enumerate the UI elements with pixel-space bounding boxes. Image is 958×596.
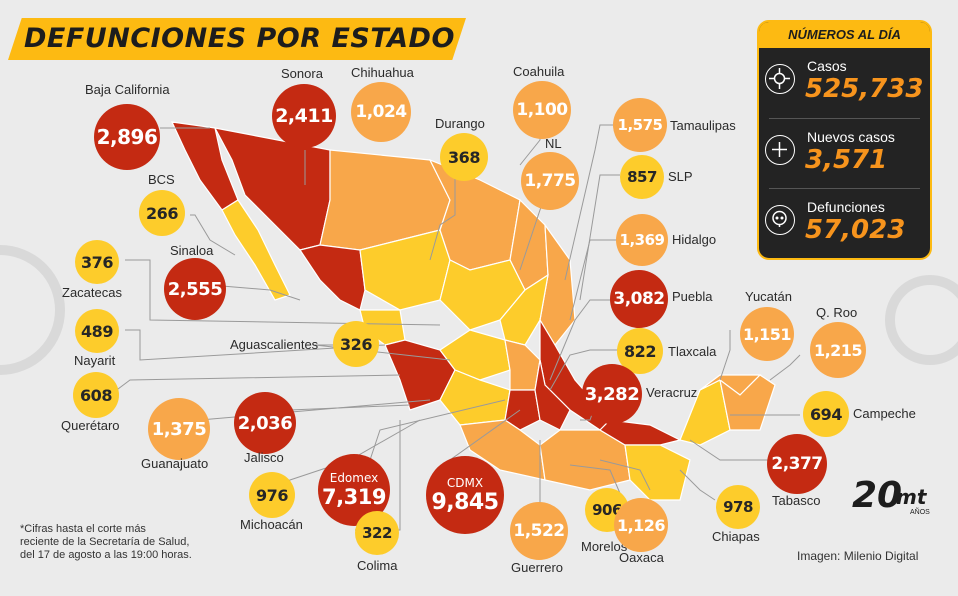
state-label: Sinaloa	[170, 243, 214, 258]
state-bubble: 376	[75, 240, 119, 284]
summary-panel: NÚMEROS AL DÍA Casos 525,733 Nuevos caso…	[757, 20, 932, 260]
cases-label: Casos	[807, 58, 847, 74]
state-label: Zacatecas	[62, 285, 122, 300]
state-label: Guerrero	[511, 560, 564, 575]
state-label: Puebla	[672, 289, 713, 304]
state-label: Guanajuato	[141, 456, 209, 471]
state-bubble: 1,575	[613, 98, 667, 152]
title-banner	[8, 18, 466, 60]
state-bubble: 1,215	[810, 322, 866, 378]
state-label: Tlaxcala	[668, 344, 717, 359]
state-label: Morelos	[581, 539, 628, 554]
footnote-line: del 17 de agosto a las 19:00 horas.	[20, 549, 192, 561]
cases-value: 525,733	[805, 74, 924, 104]
state-label: Hidalgo	[672, 232, 717, 247]
state-label: Veracruz	[646, 385, 698, 400]
state-bubble: 1,151	[740, 307, 794, 361]
virus-watermark	[0, 245, 958, 375]
state-bubble: 608	[73, 372, 119, 418]
state-bubble: 2,377	[767, 434, 827, 494]
new-cases-stat: Nuevos casos 3,571	[759, 123, 930, 185]
state-bubble: 2,896	[94, 104, 160, 170]
virus-icon	[765, 64, 795, 94]
milenio-logo: 20 mt AÑOS	[852, 475, 942, 521]
state-label: Yucatán	[745, 289, 792, 304]
state-label: Chiapas	[712, 529, 760, 544]
footnote-line: reciente de la Secretaría de Salud,	[20, 536, 190, 548]
state-bubble: 326	[333, 321, 379, 367]
logo-brand: mt	[896, 485, 927, 509]
state-bubble: 1,100	[513, 81, 571, 139]
state-label: Sonora	[281, 66, 323, 81]
state-label: BCS	[148, 172, 175, 187]
state-bubble: 1,369	[616, 214, 668, 266]
divider	[769, 188, 920, 189]
state-label: Oaxaca	[619, 550, 664, 565]
state-bubble: 2,411	[272, 84, 336, 148]
state-label: Chihuahua	[351, 65, 414, 80]
logo-number: 20	[852, 475, 903, 516]
footnote: *Cifras hasta el corte más reciente de l…	[20, 523, 192, 562]
state-bubble: 857	[620, 155, 664, 199]
state-label: Tamaulipas	[670, 118, 736, 133]
state-bubble: 1,775	[521, 152, 579, 210]
state-label: Baja California	[85, 82, 170, 97]
state-bubble: 489	[75, 309, 119, 353]
state-bubble: 2,555	[164, 258, 226, 320]
logo-caption: AÑOS	[910, 509, 930, 516]
state-label: SLP	[668, 169, 693, 184]
state-label: Coahuila	[513, 64, 565, 79]
deaths-stat: Defunciones 57,023	[759, 193, 930, 255]
state-label: Durango	[435, 116, 485, 131]
state-bubble: 1,375	[148, 398, 210, 460]
state-label: NL	[545, 136, 562, 151]
state-label: Campeche	[853, 406, 916, 421]
page-title: DEFUNCIONES POR ESTADO	[24, 23, 455, 54]
footnote-line: *Cifras hasta el corte más	[20, 523, 146, 535]
new-cases-value: 3,571	[805, 145, 888, 175]
state-label: Nayarit	[74, 353, 116, 368]
cases-stat: Casos 525,733	[759, 52, 930, 114]
state-bubble: 694	[803, 391, 849, 437]
deaths-value: 57,023	[805, 215, 906, 245]
state-label: CDMX	[446, 475, 484, 490]
state-bubble: 3,282	[582, 364, 642, 424]
state-bubble: 368	[440, 133, 488, 181]
state-bubble: 1,024	[351, 82, 411, 142]
state-label: Jalisco	[244, 450, 284, 465]
state-label: Tabasco	[772, 493, 821, 508]
cdmx-bubble: CDMX 9,845	[426, 456, 504, 534]
state-bubble: 1,522	[510, 502, 568, 560]
state-label: Querétaro	[61, 418, 120, 433]
deaths-label: Defunciones	[807, 199, 885, 215]
state-bubble: 1,126	[614, 498, 668, 552]
image-credit: Imagen: Milenio Digital	[797, 549, 919, 563]
skull-icon	[765, 205, 795, 235]
state-value: 9,845	[431, 489, 499, 515]
state-label: Edomex	[329, 471, 379, 485]
state-bubble: 3,082	[610, 270, 668, 328]
state-value: 7,319	[322, 485, 386, 509]
state-bubble: 266	[139, 190, 185, 236]
state-bubble: 976	[249, 472, 295, 518]
divider	[769, 118, 920, 119]
state-bubble: 2,036	[234, 392, 296, 454]
state-label: Colima	[357, 558, 398, 573]
state-bubble: 322	[355, 511, 399, 555]
state-label: Q. Roo	[816, 305, 858, 320]
summary-header: NÚMEROS AL DÍA	[759, 22, 930, 48]
plus-icon	[765, 135, 795, 165]
state-label: Michoacán	[240, 517, 303, 532]
state-bubble: 978	[716, 485, 760, 529]
new-cases-label: Nuevos casos	[807, 129, 895, 145]
state-label: Aguascalientes	[230, 337, 319, 352]
